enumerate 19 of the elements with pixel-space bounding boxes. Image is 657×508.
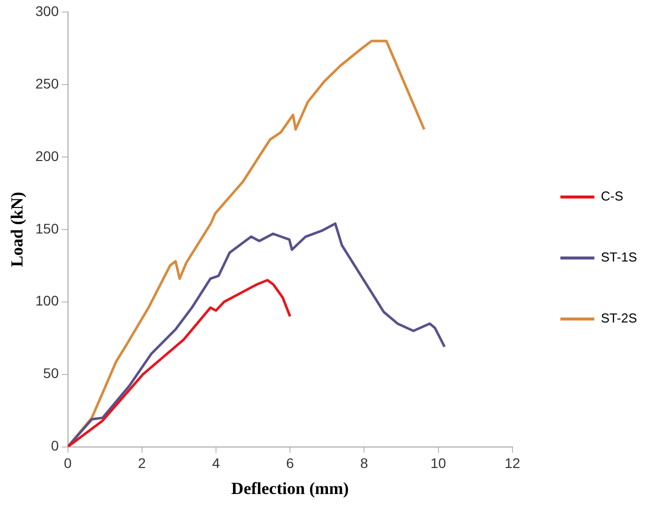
x-tick-label: 2 [138,455,146,472]
y-axis-title: Load (kN) [8,192,27,267]
x-tick-label: 8 [360,455,368,472]
y-tick-label: 250 [35,75,59,92]
legend-label: ST-1S [600,250,638,265]
x-tick-label: 6 [286,455,294,472]
y-tick-label: 50 [43,365,59,382]
legend-label: C-S [600,188,624,204]
legend-label: ST-2S [600,310,638,326]
y-tick-label: 300 [35,2,59,19]
x-tick-label: 12 [504,455,520,472]
x-tick-label: 4 [212,455,220,472]
y-tick-label: 150 [35,220,59,236]
x-tick-label: 0 [64,455,72,472]
y-tick-label: 200 [35,148,59,164]
y-tick-label: 100 [35,292,59,309]
x-tick-label: 10 [430,455,446,472]
y-tick-label: 0 [50,438,59,454]
x-axis-title: Deflection (mm) [231,479,349,498]
